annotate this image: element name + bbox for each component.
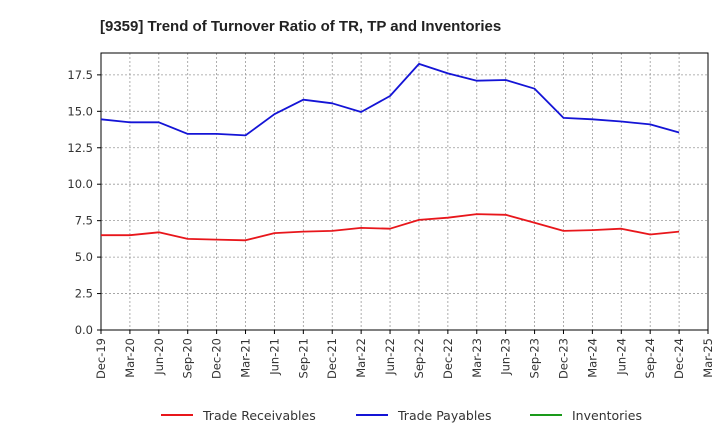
y-tick-label: 2.5: [75, 287, 93, 301]
x-tick-label: Dec-19: [94, 338, 108, 379]
x-tick-label: Jun-21: [267, 338, 281, 376]
x-tick-label: Jun-20: [152, 338, 166, 376]
legend-label: Inventories: [572, 408, 642, 423]
chart-title: [9359] Trend of Turnover Ratio of TR, TP…: [100, 18, 501, 35]
x-tick-label: Sep-20: [181, 338, 195, 378]
grid: [100, 53, 709, 331]
x-tick-label: Mar-25: [701, 338, 715, 378]
series-lines: [100, 63, 680, 242]
y-tick-label: 5.0: [75, 250, 93, 264]
plot-area: [100, 52, 709, 331]
series-line-trade-receivables: [101, 213, 680, 242]
x-tick-label: Sep-22: [412, 338, 426, 378]
x-tick-label: Mar-23: [470, 338, 484, 378]
y-tick-label: 15.0: [67, 104, 93, 118]
x-tick-label: Dec-24: [672, 338, 686, 379]
y-tick-label: 10.0: [67, 177, 93, 191]
x-tick-label: Sep-23: [528, 338, 542, 378]
x-tick-label: Sep-24: [643, 338, 657, 378]
x-tick-label: Jun-22: [383, 338, 397, 376]
x-tick-label: Dec-21: [325, 338, 339, 379]
x-tick-label: Jun-23: [499, 338, 513, 376]
x-tick-label: Sep-21: [296, 338, 310, 378]
y-tick-label: 12.5: [67, 141, 93, 155]
y-axis: 0.0 2.5 5.0 7.5 10.0 12.5 15.0 17.5: [67, 68, 101, 337]
x-tick-label: Dec-23: [556, 338, 570, 379]
x-axis: Dec-19 Mar-20 Jun-20 Sep-20 Dec-20 Mar-21 Jun-…: [94, 330, 715, 379]
x-tick-label: Mar-20: [123, 338, 137, 378]
y-tick-label: 17.5: [67, 68, 93, 82]
x-tick-label: Mar-22: [354, 338, 368, 378]
legend-label: Trade Payables: [397, 408, 492, 423]
series-line-trade-payables: [100, 63, 680, 137]
legend: Trade Receivables Trade Payables Inventori…: [161, 408, 642, 423]
x-tick-label: Dec-20: [210, 338, 224, 379]
x-tick-label: Mar-24: [585, 338, 599, 378]
legend-label: Trade Receivables: [202, 408, 316, 423]
x-tick-label: Mar-21: [239, 338, 253, 378]
y-tick-label: 0.0: [75, 323, 93, 337]
x-tick-label: Jun-24: [614, 338, 628, 376]
y-tick-label: 7.5: [75, 214, 93, 228]
x-tick-label: Dec-22: [441, 338, 455, 379]
